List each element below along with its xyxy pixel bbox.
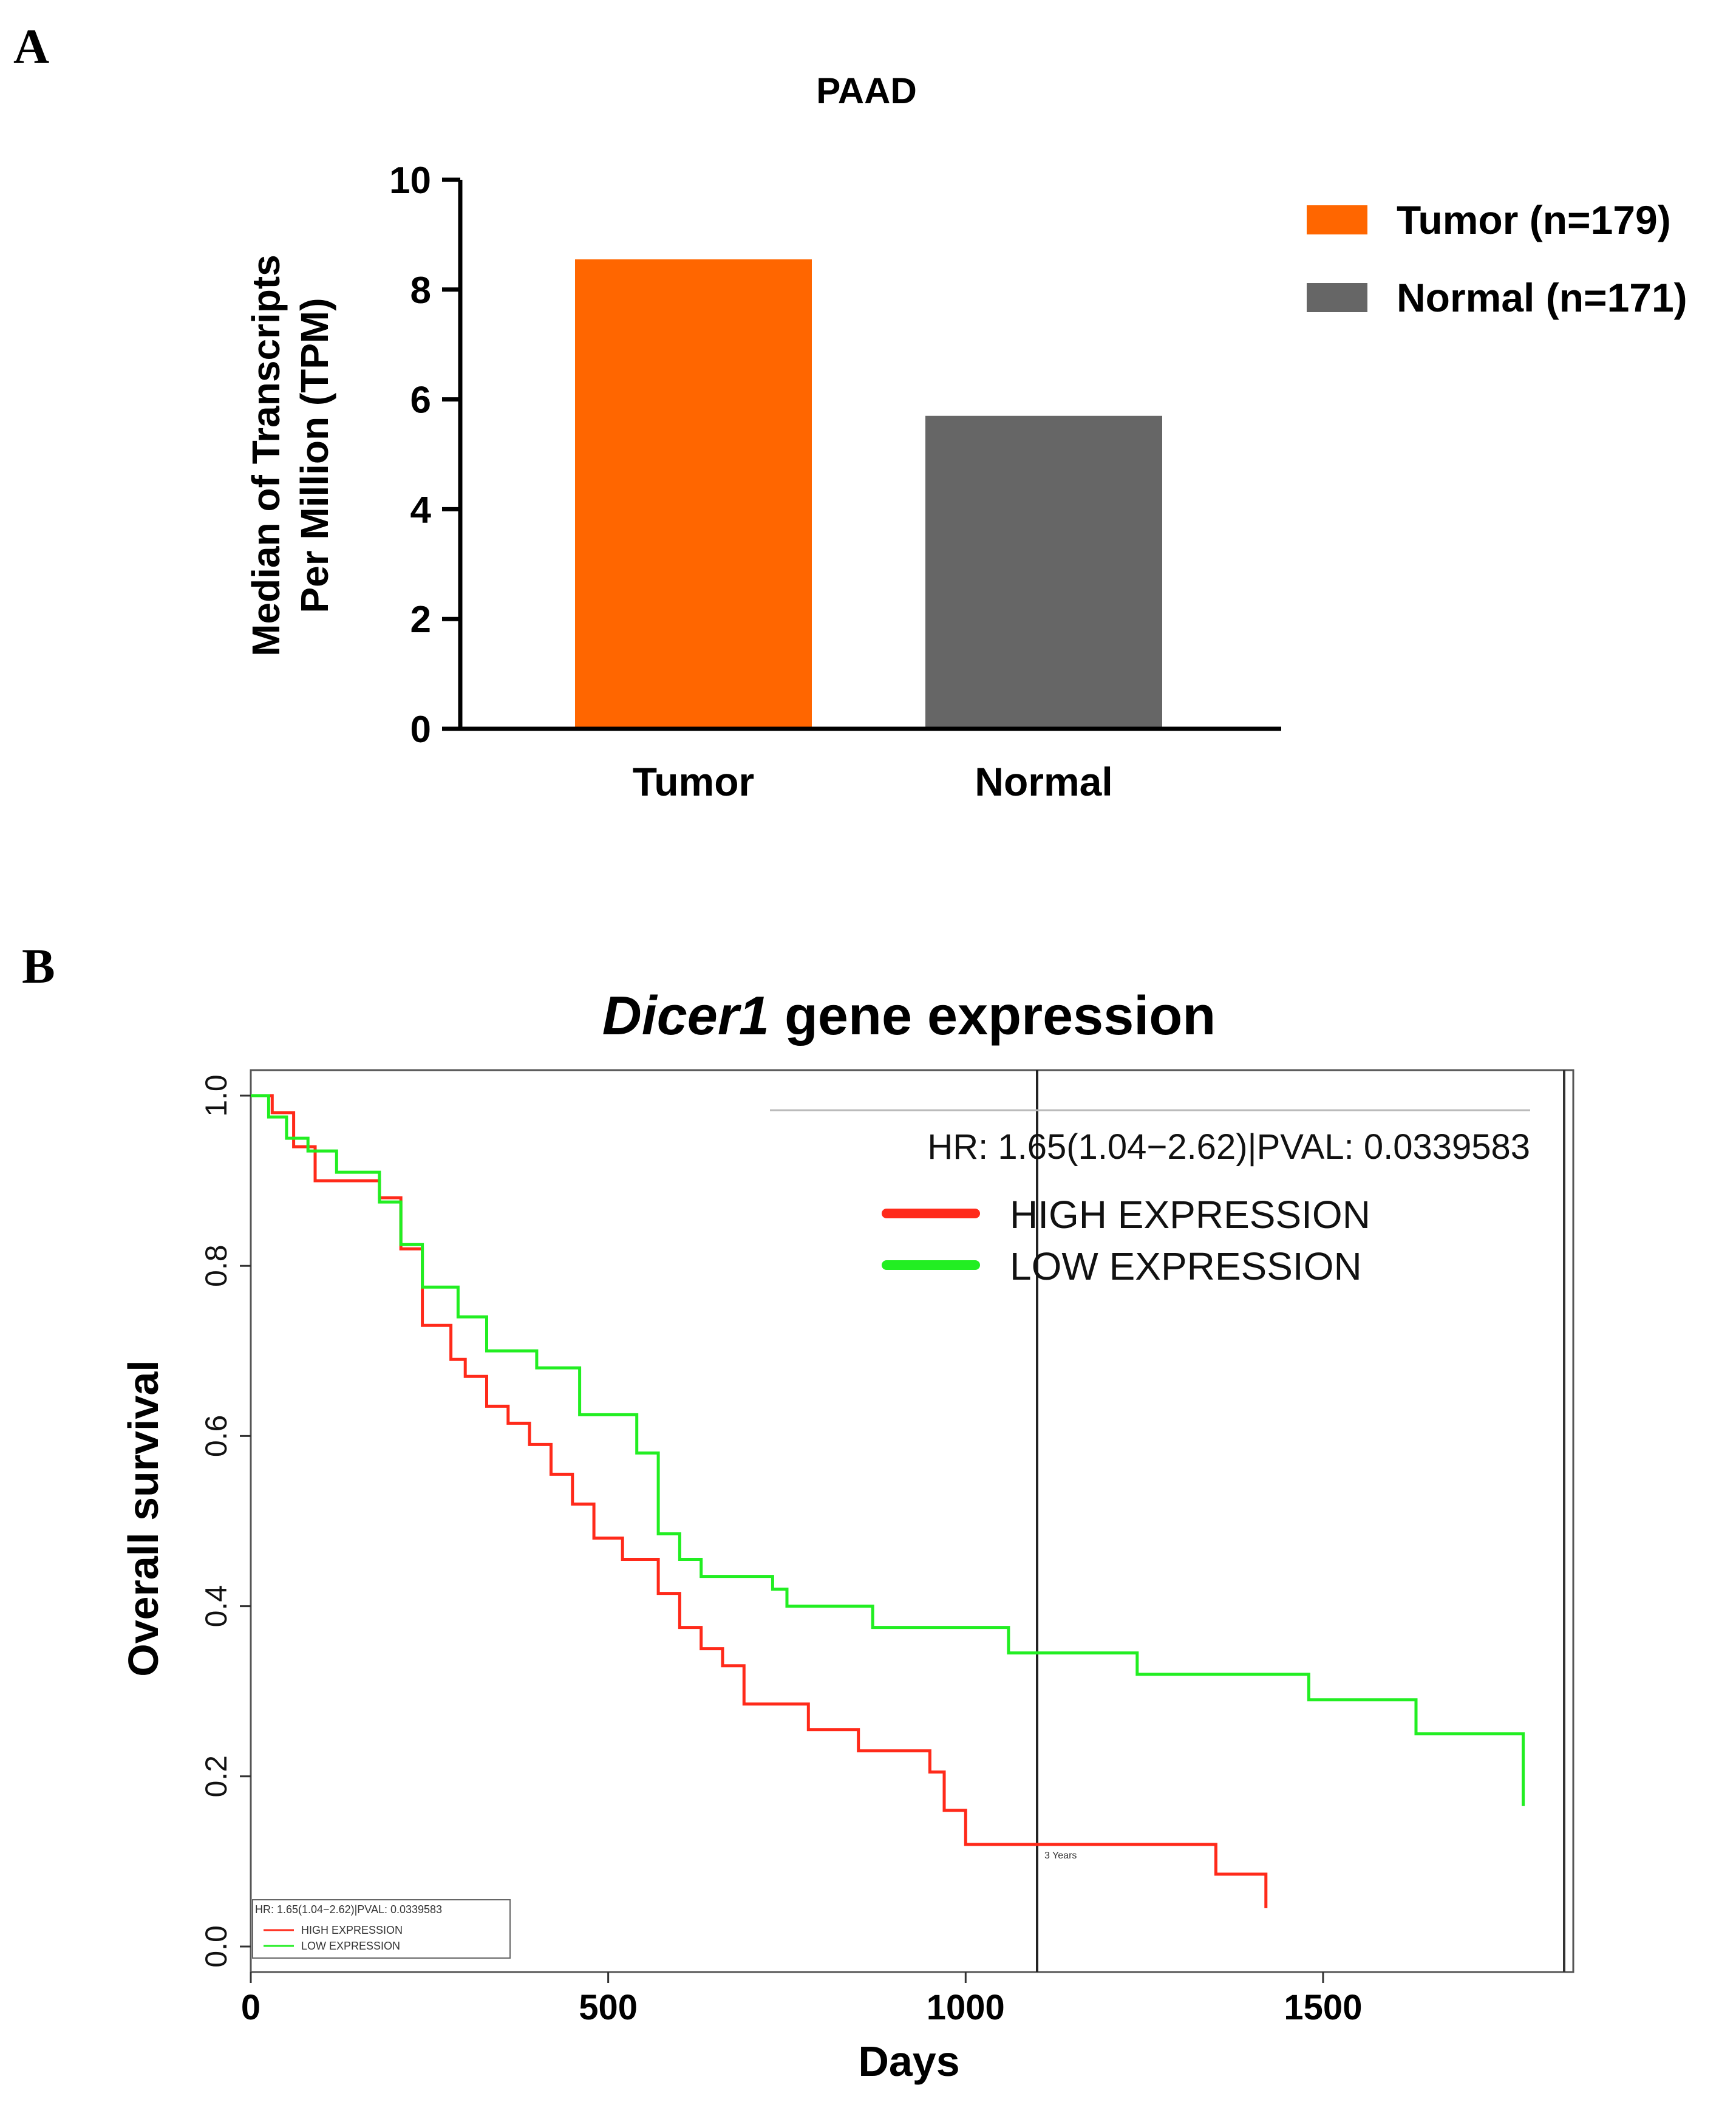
km-small-legend: HR: 1.65(1.04−2.62)|PVAL: 0.0339583 HIGH… bbox=[252, 1899, 511, 1959]
km-plot-frame bbox=[250, 1069, 1574, 1973]
km-x-label: Days bbox=[858, 2038, 959, 2085]
bar-tumor bbox=[575, 259, 812, 729]
bar-normal bbox=[925, 415, 1162, 729]
km-legend-label-high: HIGH EXPRESSION bbox=[1010, 1193, 1370, 1237]
km-title-gene: Dicer1 bbox=[602, 986, 769, 1046]
legend-label-normal: Normal (n=171) bbox=[1397, 275, 1687, 320]
bar-y-ticks: 0 2 4 6 8 10 bbox=[389, 160, 460, 751]
km-y-tick-label: 0.4 bbox=[199, 1585, 233, 1628]
km-x-tick-label: 1500 bbox=[1284, 1988, 1362, 2027]
km-hr-text: HR: 1.65(1.04−2.62)|PVAL: 0.0339583 bbox=[927, 1127, 1530, 1167]
bar-category-label: Tumor bbox=[633, 759, 754, 804]
legend-swatch-normal bbox=[1307, 283, 1367, 312]
bar-y-tick-label: 4 bbox=[410, 489, 432, 531]
bar-y-tick-label: 6 bbox=[410, 380, 431, 421]
km-x-tick-label: 500 bbox=[579, 1988, 638, 2027]
km-y-tick-label: 1.0 bbox=[199, 1074, 233, 1117]
km-chart-title: Dicer1 gene expression bbox=[602, 986, 1216, 1046]
legend-label-tumor: Tumor (n=179) bbox=[1397, 197, 1671, 242]
km-3-years-label: 3 Years bbox=[1044, 1851, 1077, 1861]
bar-y-label-line2: Per Million (TPM) bbox=[293, 298, 336, 613]
legend-swatch-tumor bbox=[1307, 205, 1367, 234]
bar-y-label-line1: Median of Transcripts bbox=[244, 254, 288, 656]
km-y-tick-label: 0.0 bbox=[199, 1925, 233, 1968]
km-legend-label-low: LOW EXPRESSION bbox=[1010, 1244, 1362, 1288]
bar-legend: Tumor (n=179) Normal (n=171) bbox=[1307, 197, 1687, 320]
bar-chart-title: PAAD bbox=[816, 70, 917, 111]
km-x-tick-label: 1000 bbox=[927, 1988, 1005, 2027]
km-x-tick-label: 0 bbox=[241, 1988, 260, 2027]
km-small-label-low: LOW EXPRESSION bbox=[301, 1940, 400, 1952]
km-y-ticks: 0.0 0.2 0.4 0.6 0.8 1.0 bbox=[199, 1074, 251, 1968]
km-title-rest: gene expression bbox=[769, 986, 1216, 1046]
km-y-label: Overall survival bbox=[120, 1360, 167, 1676]
km-small-label-high: HIGH EXPRESSION bbox=[301, 1924, 403, 1936]
km-y-tick-label: 0.2 bbox=[199, 1755, 233, 1798]
panel-b-letter: B bbox=[22, 938, 55, 994]
bar-y-tick-label: 8 bbox=[410, 270, 431, 312]
km-survival-curves bbox=[251, 1094, 1525, 1908]
bar-y-tick-label: 2 bbox=[410, 599, 431, 641]
bar-y-tick-label: 0 bbox=[410, 709, 431, 751]
bar-series bbox=[575, 259, 1162, 729]
km-x-ticks: 0 500 1000 1500 bbox=[241, 1972, 1362, 2027]
km-y-tick-label: 0.8 bbox=[199, 1244, 233, 1287]
bar-y-label: Median of Transcripts Per Million (TPM) bbox=[244, 254, 336, 656]
km-curve-low-expression bbox=[251, 1094, 1525, 1806]
km-small-hr-text: HR: 1.65(1.04−2.62)|PVAL: 0.0339583 bbox=[255, 1903, 442, 1916]
bar-x-categories: Tumor Normal bbox=[633, 759, 1113, 804]
bar-category-label: Normal bbox=[975, 759, 1112, 804]
km-curve-high-expression bbox=[251, 1094, 1268, 1908]
km-small-legend-box bbox=[252, 1899, 511, 1959]
panel-a-letter: A bbox=[13, 19, 49, 74]
km-y-tick-label: 0.6 bbox=[199, 1415, 233, 1458]
bar-y-tick-label: 10 bbox=[389, 160, 431, 202]
